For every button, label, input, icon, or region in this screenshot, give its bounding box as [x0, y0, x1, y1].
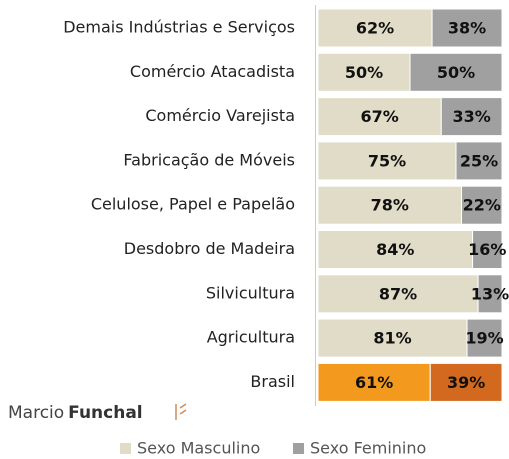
value-label: 22% [463, 196, 501, 215]
category-label: Comércio Atacadista [130, 62, 295, 81]
bar-segment [472, 230, 503, 269]
category-label: Agricultura [207, 328, 295, 347]
legend-label: Sexo Masculino [137, 439, 260, 458]
value-label: 75% [368, 151, 406, 170]
bar-segment [466, 318, 503, 358]
logo-text: Marcio [8, 403, 64, 423]
bar-segment [477, 274, 503, 314]
value-label: 39% [447, 373, 485, 392]
value-label: 38% [448, 19, 486, 38]
value-label: 33% [452, 107, 490, 126]
value-label: 25% [460, 151, 498, 170]
legend-label: Sexo Feminino [310, 439, 426, 458]
legend-swatch [120, 443, 131, 454]
value-label: 78% [371, 196, 409, 215]
bar-segment [317, 274, 479, 314]
value-label: 61% [355, 373, 393, 392]
bar-segment [429, 362, 503, 402]
bar-segment [440, 97, 503, 137]
value-label: 16% [468, 240, 506, 259]
category-label: Fabricação de Móveis [123, 150, 295, 169]
category-label: Demais Indústrias e Serviços [63, 18, 295, 37]
category-label: Comércio Varejista [145, 106, 295, 125]
value-label: 87% [379, 284, 417, 303]
bar-segment [317, 52, 411, 92]
bar-segment [455, 141, 503, 181]
category-label: Celulose, Papel e Papelão [91, 195, 295, 214]
value-label: 50% [345, 63, 383, 82]
bar-segment [317, 230, 474, 269]
category-label: Desdobro de Madeira [124, 239, 295, 258]
bar-segment [461, 185, 503, 225]
value-label: 13% [471, 284, 509, 303]
category-label: Brasil [250, 372, 295, 391]
bar-segment [409, 52, 503, 92]
value-label: 62% [356, 19, 394, 38]
bar-segment [317, 185, 463, 225]
value-label: 19% [465, 329, 503, 348]
value-label: 84% [376, 240, 414, 259]
value-label: 81% [373, 329, 411, 348]
logo-text: Funchal [68, 403, 142, 423]
bar-segment [317, 318, 468, 358]
value-label: 50% [437, 63, 475, 82]
category-label: Silvicultura [206, 283, 295, 302]
logo-icon [175, 403, 187, 420]
value-label: 67% [360, 107, 398, 126]
legend-swatch [293, 443, 304, 454]
bar-segment [431, 8, 503, 48]
logo: Marcio Funchal [8, 403, 143, 423]
